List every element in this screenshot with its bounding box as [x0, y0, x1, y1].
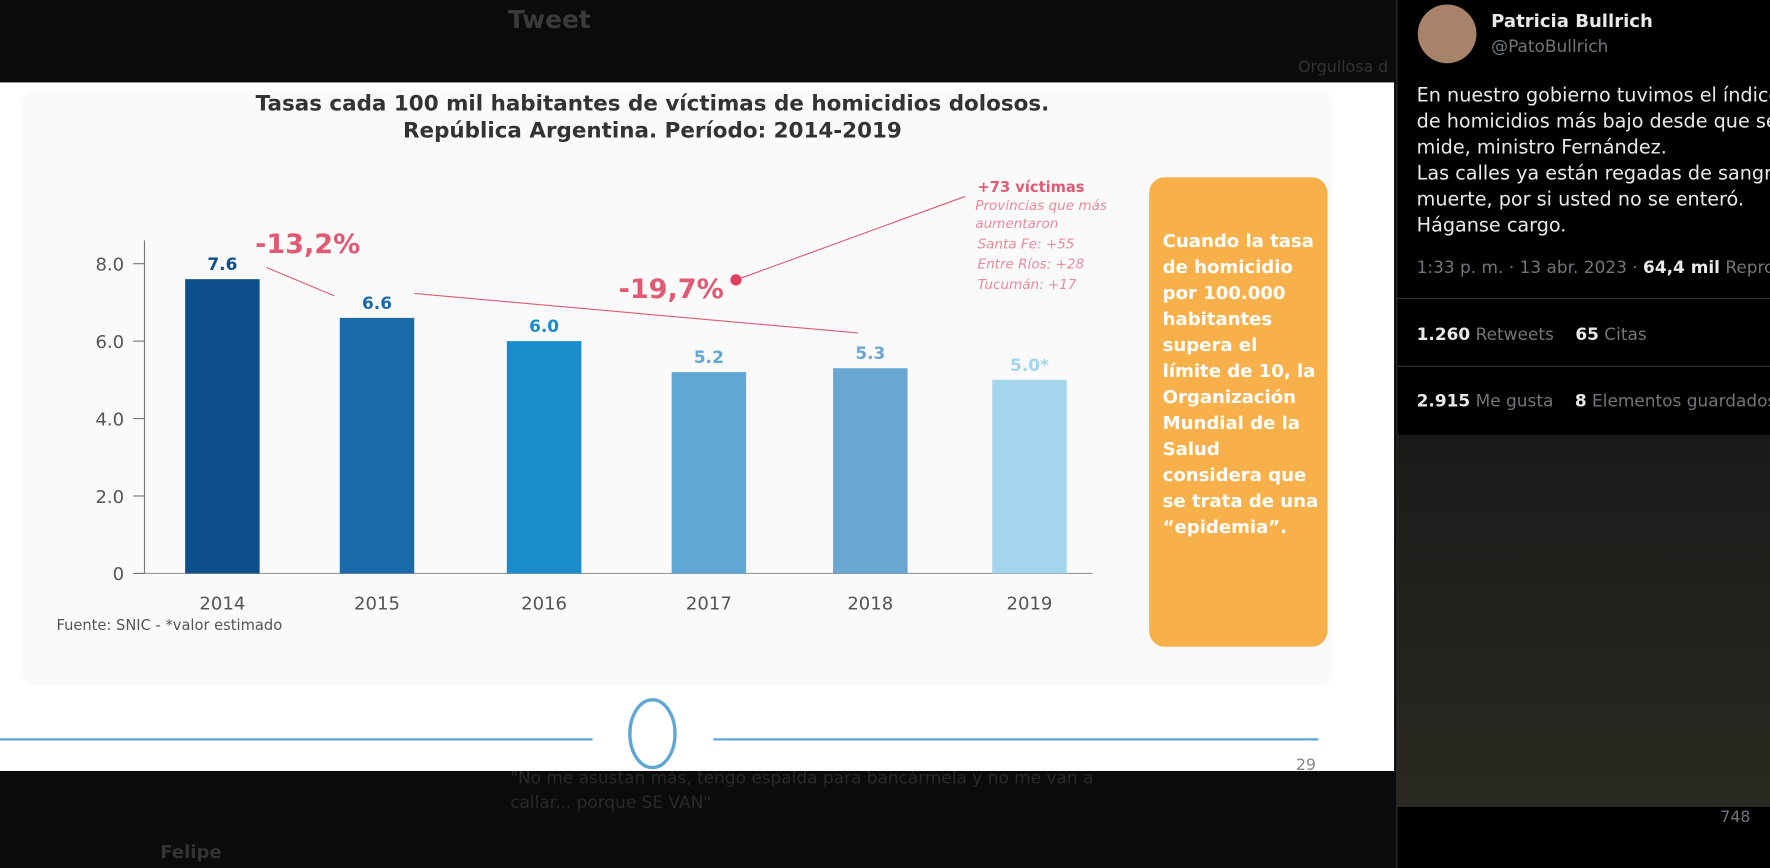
side-text: Orgullosa d — [1298, 58, 1389, 77]
annotation: Tucumán: +17 — [978, 277, 1077, 293]
y-tick-label: 2.0 — [95, 487, 124, 508]
emblem — [628, 698, 677, 770]
time: 1:33 p. m. · 13 abr. 2023 · — [1416, 257, 1644, 278]
tweet-panel: Patricia Bullrich @PatoBullrich En nuest… — [1396, 0, 1770, 868]
x-tick-label: 2015 — [354, 594, 400, 615]
y-tick-label: 0 — [113, 564, 124, 585]
bar — [992, 379, 1067, 574]
avatar[interactable] — [1417, 4, 1477, 64]
likes-label[interactable]: Me gusta — [1475, 390, 1554, 411]
dot — [730, 274, 742, 286]
value-label: 6.6 — [362, 293, 392, 313]
quotes-label[interactable]: Citas — [1604, 323, 1647, 345]
arrow — [266, 267, 335, 297]
divider — [1397, 365, 1770, 367]
x-tick-label: 2014 — [199, 594, 245, 615]
retweets[interactable]: 1.260 — [1416, 323, 1471, 345]
x-tick-label: 2016 — [521, 594, 567, 615]
callout-box — [1149, 177, 1328, 647]
bar — [339, 317, 415, 574]
value-label: 5.3 — [855, 343, 885, 363]
meta: 1:33 p. m. · 13 abr. 2023 · 64,4 mil Rep… — [1417, 257, 1770, 277]
value-label: 5.2 — [694, 347, 724, 367]
annotation: +73 víctimas — [978, 179, 1085, 196]
name[interactable]: Patricia Bullrich — [1491, 10, 1653, 32]
page-number: 29 — [1296, 755, 1316, 774]
stats: 1.260 Retweets 65 Citas — [1417, 324, 1647, 344]
annotation: -19,7% — [619, 274, 724, 305]
y-tick-label: 4.0 — [95, 409, 124, 430]
user: Felipe — [160, 840, 222, 863]
value-label: 6.0 — [529, 316, 559, 336]
bookmarks[interactable]: 8 — [1574, 390, 1587, 411]
header: Tweet — [507, 6, 591, 35]
annotation: Santa Fe: +55 — [978, 236, 1075, 252]
bar — [506, 341, 582, 574]
views-label: Reproducciones — [1725, 257, 1770, 278]
views: 64,4 mil — [1643, 257, 1720, 278]
quotes[interactable]: 65 — [1575, 323, 1599, 345]
callout: Cuando la tasa de homicidio por 100.000 … — [1162, 230, 1319, 538]
reply-views[interactable]: 748 — [1720, 808, 1751, 827]
slide: Tasas cada 100 mil habitantes de víctima… — [0, 82, 1395, 774]
likes[interactable]: 2.915 — [1416, 390, 1471, 411]
tweet-line: En nuestro gobierno tuvimos el índice de… — [1416, 84, 1770, 160]
bar — [833, 368, 908, 574]
retweets-label[interactable]: Retweets — [1475, 323, 1554, 345]
x-tick-label: 2019 — [1006, 594, 1052, 615]
x-tick-label: 2018 — [847, 594, 893, 615]
chart-subtitle: República Argentina. Período: 2014-2019 — [403, 119, 902, 144]
bar — [185, 279, 260, 574]
tweet-line: Las calles ya están regadas de sangre y … — [1416, 162, 1770, 238]
value-label: 7.6 — [207, 254, 237, 274]
annotation: -13,2% — [255, 229, 360, 260]
bookmarks-label[interactable]: Elementos guardados — [1592, 390, 1770, 411]
blurred-replies — [1397, 434, 1770, 808]
chart-title: Tasas cada 100 mil habitantes de víctima… — [256, 92, 1050, 117]
annotation: Provincias que más aumentaron — [975, 197, 1107, 232]
stats: 2.915 Me gusta 8 Elementos guardados — [1417, 391, 1770, 411]
y-tick-label: 6.0 — [95, 332, 124, 353]
bar — [671, 372, 747, 574]
reply-text: "No me asustan más, tengo espalda para b… — [510, 767, 1094, 813]
arrow — [414, 292, 858, 334]
divider — [1397, 298, 1770, 300]
arrow — [735, 195, 966, 281]
annotation: Entre Ríos: +28 — [978, 257, 1085, 273]
y-tick-label: 8.0 — [95, 254, 124, 275]
source: Fuente: SNIC - *valor estimado — [56, 617, 282, 634]
handle[interactable]: @PatoBullrich — [1491, 36, 1609, 57]
tweet-text: En nuestro gobierno tuvimos el índice de… — [1417, 84, 1770, 240]
value-label: 5.0* — [1010, 355, 1049, 375]
x-tick-label: 2017 — [686, 594, 732, 615]
